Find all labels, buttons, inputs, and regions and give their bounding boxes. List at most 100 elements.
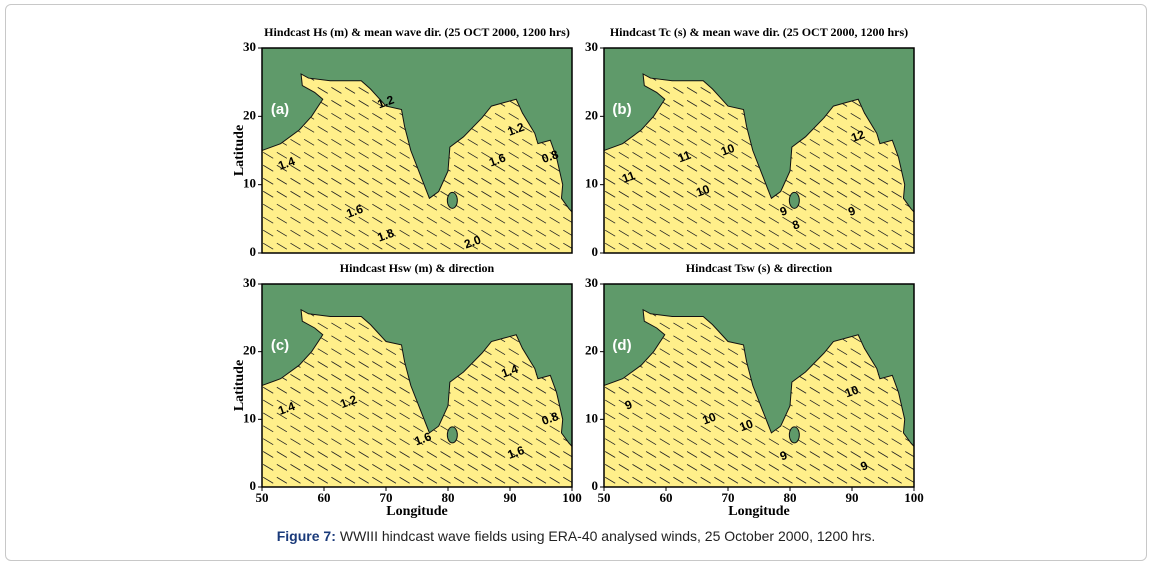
wave-arrow [850,177,861,185]
wave-arrow [823,386,834,394]
wave-arrow [549,438,560,446]
wave-arrow [399,164,410,172]
wave-arrow [836,386,848,394]
wave-arrow [823,125,834,133]
wave-arrow [331,216,342,224]
wave-arrow [714,412,725,420]
land [604,48,914,213]
wave-arrow [358,399,369,407]
contour-label: 2.0 [462,232,483,251]
panel-title: Hindcast Hsw (m) & direction [340,261,495,275]
caption-text: WWIII hindcast wave fields using ERA-40 … [340,528,875,544]
wave-arrow [262,412,274,420]
wave-arrow [358,125,369,133]
wave-arrow [836,464,848,471]
x-tick-label: 90 [504,490,517,505]
wave-arrow [372,464,383,471]
wave-arrow [276,216,288,224]
wave-arrow [317,216,328,224]
wave-arrow [727,138,739,146]
plot-border [261,283,573,488]
wave-arrow [673,203,684,211]
wave-arrow [741,151,752,159]
wave-arrow [453,177,465,185]
wave-arrow [385,438,397,446]
wave-arrow [659,348,670,356]
wave-arrow [632,229,643,237]
wave-arrow [850,399,861,407]
wave-arrow [795,216,807,224]
wave-arrow [453,412,465,420]
wave-arrow [262,451,274,458]
wave-arrow [768,242,780,250]
wave-arrow [714,177,725,185]
wave-arrow [440,229,451,237]
wave-arrow [714,464,725,471]
contour-label: 1.6 [344,202,365,221]
wave-arrow [686,412,698,420]
wave-arrow [809,451,821,458]
wave-arrow [290,138,301,146]
wave-arrow [836,242,848,250]
wave-arrow [836,374,848,381]
wave-arrow [877,242,889,250]
wave-arrow [399,476,410,484]
plot-border [603,283,915,488]
wave-arrow [331,125,342,133]
wave-arrow [344,348,356,356]
contour-label: 8 [790,217,801,233]
wave-arrow [522,412,533,420]
wave-arrow [522,438,533,446]
wave-arrow [714,399,725,407]
wave-arrow [823,164,834,172]
wave-arrow [494,374,506,381]
wave-arrow [290,177,301,185]
wave-arrow [262,476,274,484]
wave-arrow [426,216,438,224]
wave-arrow [673,112,684,120]
wave-arrow [618,164,630,172]
map [262,284,572,487]
wave-arrow [344,125,356,133]
wave-arrow [372,229,383,237]
wave-arrow [535,451,547,458]
wave-arrow [864,138,875,146]
panel-label: (d) [612,337,631,354]
wave-arrow [659,229,670,237]
wave-arrow [809,412,821,420]
y-tick-label: 30 [243,275,256,290]
wave-arrow [481,164,492,172]
wave-arrow [276,386,288,394]
wave-arrow [481,125,492,133]
wave-arrow [632,476,643,484]
wave-arrow [399,138,410,146]
wave-arrow [864,476,875,484]
wave-arrow [645,374,657,381]
wave-arrow [659,464,670,471]
wave-arrow [385,177,397,185]
wave-arrow [836,348,848,356]
wave-arrow [809,242,821,250]
wave-arrow [317,361,328,368]
contour-label: 11 [620,168,637,186]
wave-arrow [604,164,616,172]
wave-arrow [522,425,533,433]
y-tick-label: 30 [585,275,598,290]
wave-arrow [358,190,369,198]
wave-arrow [344,138,356,146]
wave-arrow [632,177,643,185]
wave-arrow [508,216,519,224]
wave-arrow [344,438,356,446]
wave-arrow [494,216,506,224]
wave-arrow [645,464,657,471]
wave-arrow [673,374,684,381]
wave-arrow [508,348,519,356]
contour-label: 1.6 [413,429,434,448]
wave-arrow [276,229,288,237]
wave-arrow [494,203,506,211]
wave-arrow [399,190,410,198]
wave-arrow [727,348,739,356]
panel-title: Hindcast Tc (s) & mean wave dir. (25 OCT… [610,25,908,39]
wave-arrow [714,112,725,120]
wave-arrow [686,164,698,172]
